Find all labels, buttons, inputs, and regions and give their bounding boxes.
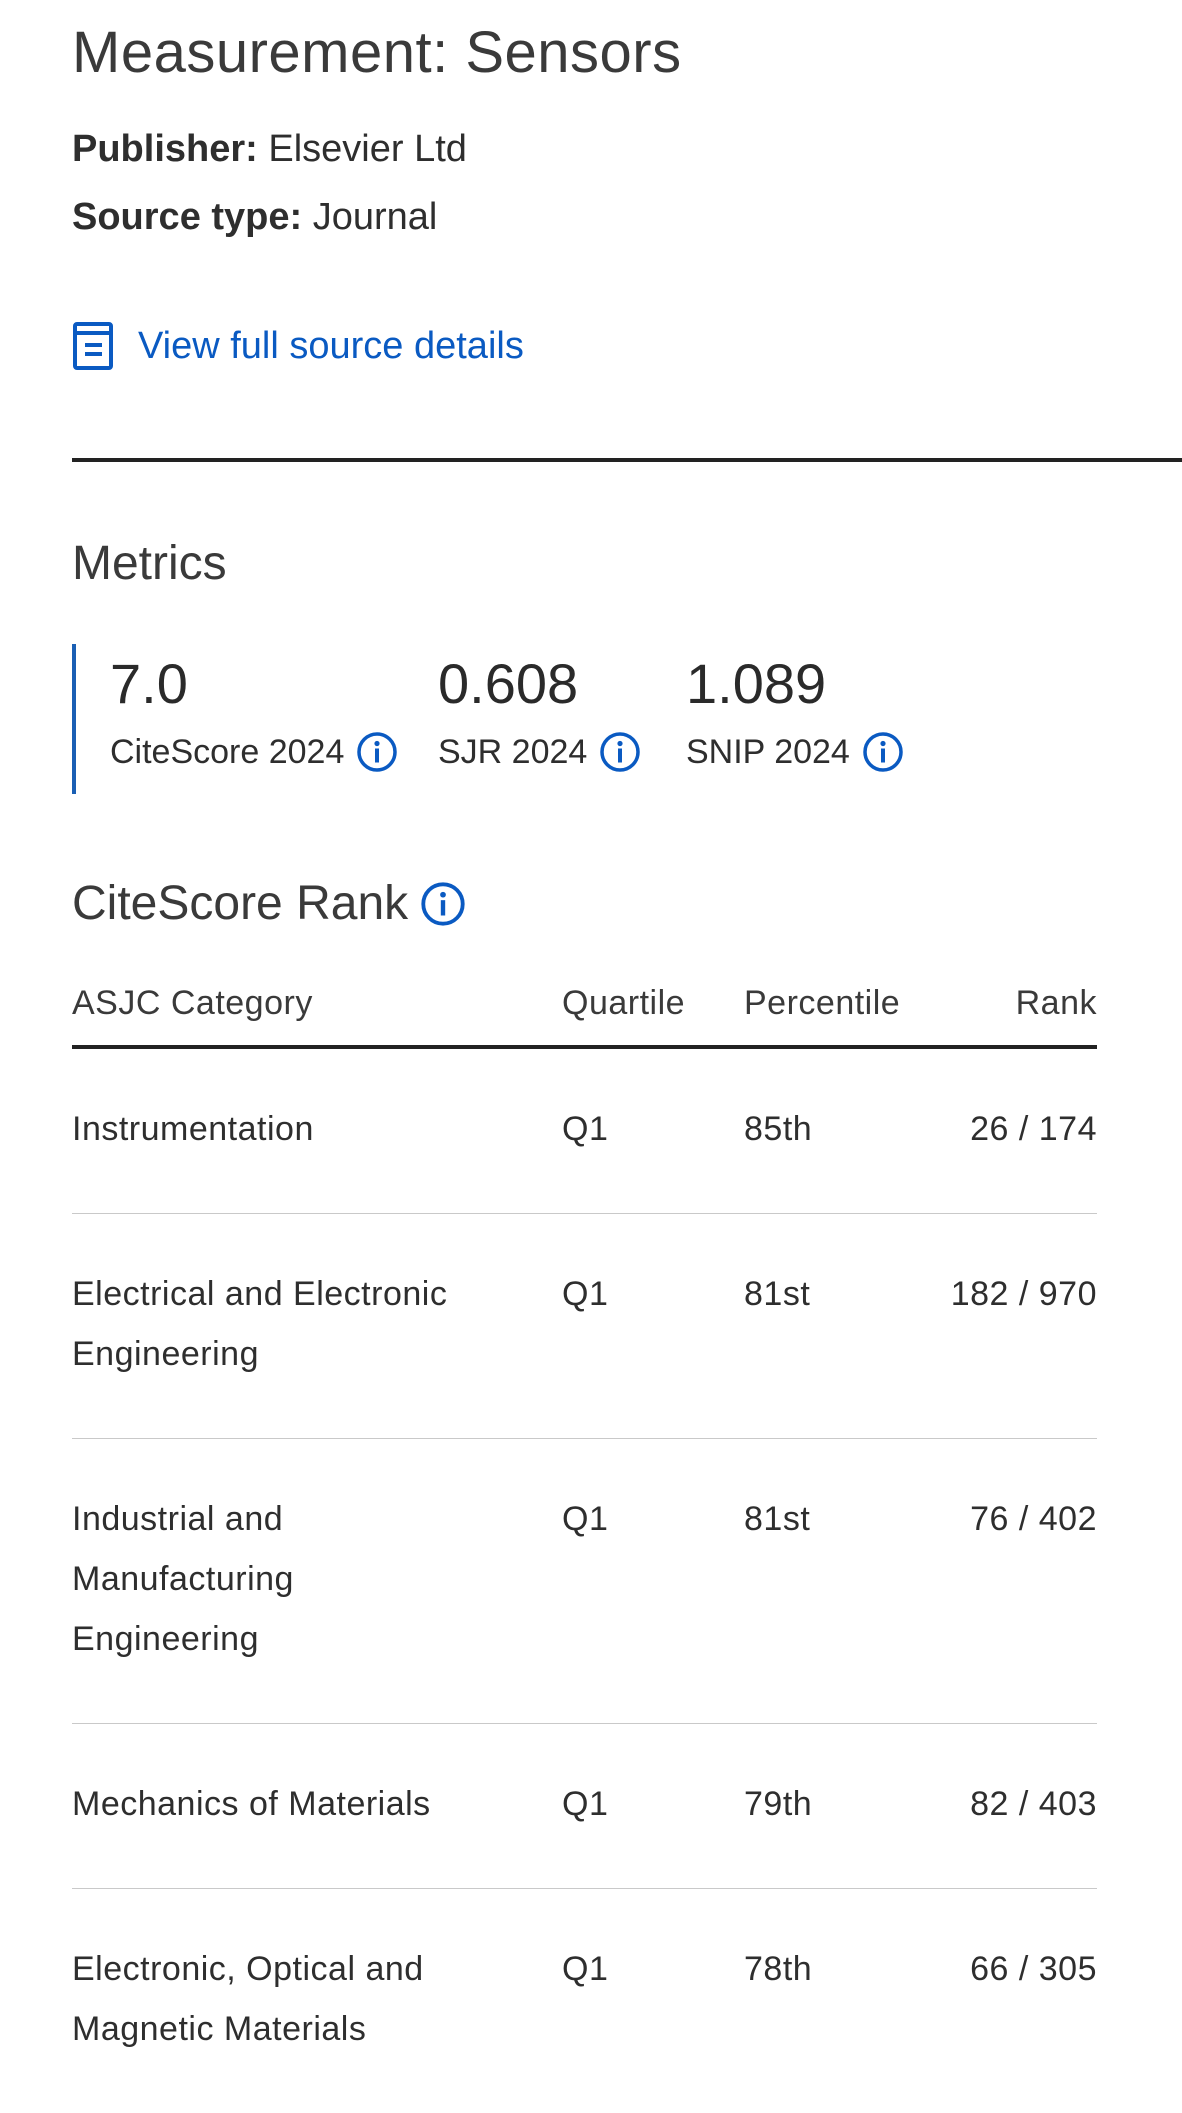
category-cell: Electrical and Electronic Engineering bbox=[72, 1214, 562, 1439]
publisher-label: Publisher: bbox=[72, 128, 258, 170]
quartile-cell: Q1 bbox=[562, 1214, 744, 1439]
source-type-label: Source type: bbox=[72, 196, 302, 238]
rank-cell: 66 / 305 bbox=[934, 1889, 1097, 2113]
metric-label: SJR 2024 bbox=[438, 730, 587, 774]
header-quartile: Quartile bbox=[562, 984, 744, 1047]
publisher-value: Elsevier Ltd bbox=[268, 128, 467, 170]
table-row: Mechanics of Materials Q1 79th 82 / 403 bbox=[72, 1724, 1097, 1889]
category-cell: Industrial and Manufacturing Engineering bbox=[72, 1439, 562, 1724]
info-icon[interactable] bbox=[599, 731, 641, 773]
metric-citescore: 7.0 CiteScore 2024 bbox=[110, 652, 398, 774]
metrics-row: 7.0 CiteScore 2024 0.608 SJR 2024 bbox=[72, 644, 1182, 794]
source-type-value: Journal bbox=[313, 196, 438, 238]
percentile-cell: 81st bbox=[744, 1439, 934, 1724]
rank-cell: 76 / 402 bbox=[934, 1439, 1097, 1724]
source-page: Measurement: Sensors Publisher: Elsevier… bbox=[0, 0, 1182, 2048]
header-rank: Rank bbox=[934, 984, 1097, 1047]
view-full-source-details-link[interactable]: View full source details bbox=[72, 318, 1182, 374]
rank-cell: 26 / 174 bbox=[934, 1047, 1097, 1214]
citescore-rank-table: ASJC Category Quartile Percentile Rank I… bbox=[72, 984, 1097, 2113]
table-row: Electrical and Electronic Engineering Q1… bbox=[72, 1214, 1097, 1439]
metric-label: SNIP 2024 bbox=[686, 730, 850, 774]
metric-label-row: SNIP 2024 bbox=[686, 730, 904, 774]
document-icon bbox=[72, 321, 116, 371]
table-row: Industrial and Manufacturing Engineering… bbox=[72, 1439, 1097, 1724]
section-divider bbox=[72, 458, 1182, 462]
quartile-cell: Q1 bbox=[562, 1439, 744, 1724]
quartile-cell: Q1 bbox=[562, 1889, 744, 2113]
quartile-cell: Q1 bbox=[562, 1047, 744, 1214]
category-cell: Electronic, Optical and Magnetic Materia… bbox=[72, 1889, 562, 2113]
info-icon[interactable] bbox=[356, 731, 398, 773]
percentile-cell: 78th bbox=[744, 1889, 934, 2113]
percentile-cell: 85th bbox=[744, 1047, 934, 1214]
metric-value: 1.089 bbox=[686, 652, 904, 716]
source-type-line: Source type: Journal bbox=[72, 192, 1182, 242]
metric-label: CiteScore 2024 bbox=[110, 730, 344, 774]
info-icon[interactable] bbox=[862, 731, 904, 773]
metric-label-row: CiteScore 2024 bbox=[110, 730, 398, 774]
metric-snip: 1.089 SNIP 2024 bbox=[686, 652, 904, 774]
metric-sjr: 0.608 SJR 2024 bbox=[438, 652, 641, 774]
percentile-cell: 79th bbox=[744, 1724, 934, 1889]
percentile-cell: 81st bbox=[744, 1214, 934, 1439]
citescore-rank-label: CiteScore Rank bbox=[72, 874, 408, 934]
metric-label-row: SJR 2024 bbox=[438, 730, 641, 774]
info-icon[interactable] bbox=[420, 881, 466, 927]
category-cell: Instrumentation bbox=[72, 1047, 562, 1214]
metric-value: 0.608 bbox=[438, 652, 641, 716]
journal-title: Measurement: Sensors bbox=[72, 0, 1182, 88]
metrics-accent-bar bbox=[72, 644, 76, 794]
view-full-source-details-label: View full source details bbox=[138, 325, 524, 368]
metrics-title: Metrics bbox=[72, 534, 1182, 594]
rank-cell: 82 / 403 bbox=[934, 1724, 1097, 1889]
rank-cell: 182 / 970 bbox=[934, 1214, 1097, 1439]
publisher-line: Publisher: Elsevier Ltd bbox=[72, 124, 1182, 174]
category-cell: Mechanics of Materials bbox=[72, 1724, 562, 1889]
table-header-row: ASJC Category Quartile Percentile Rank bbox=[72, 984, 1097, 1047]
citescore-rank-title: CiteScore Rank bbox=[72, 874, 1182, 934]
metric-value: 7.0 bbox=[110, 652, 398, 716]
header-asjc-category: ASJC Category bbox=[72, 984, 562, 1047]
header-percentile: Percentile bbox=[744, 984, 934, 1047]
quartile-cell: Q1 bbox=[562, 1724, 744, 1889]
table-row: Instrumentation Q1 85th 26 / 174 bbox=[72, 1047, 1097, 1214]
table-row: Electronic, Optical and Magnetic Materia… bbox=[72, 1889, 1097, 2113]
